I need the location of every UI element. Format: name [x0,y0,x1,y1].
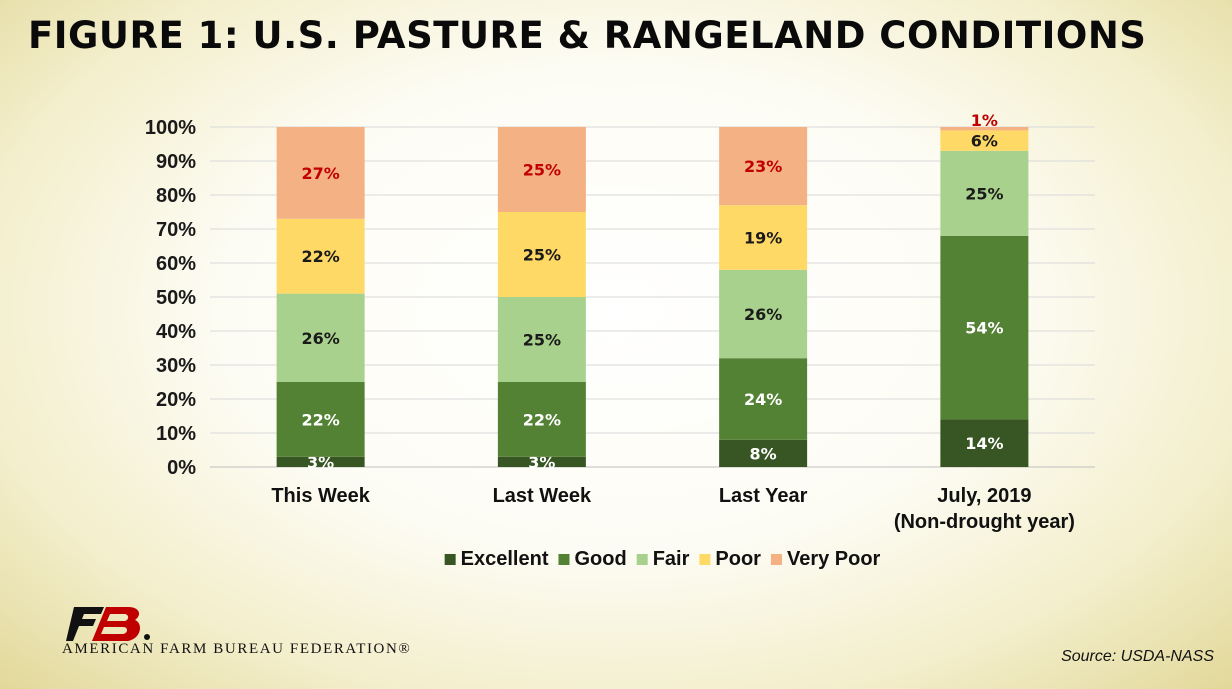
x-category-sublabel: (Non-drought year) [894,511,1075,533]
bar-segment-poor [940,130,1029,151]
data-label: 6% [971,132,998,151]
bar-segment-excellent [940,419,1029,467]
bar-segment-good [719,358,808,440]
x-category-label: July, 2019 [937,485,1031,507]
data-label: 23% [744,157,782,176]
y-tick-label: 80% [156,185,196,207]
data-label: 26% [744,305,782,324]
bar-segment-very-poor [276,127,365,219]
legend-swatch [770,554,782,565]
y-tick-label: 20% [156,389,196,411]
data-label: 25% [523,331,561,350]
y-tick-label: 30% [156,355,196,377]
fb-logo-icon [66,607,152,641]
legend-item: Fair [636,548,690,570]
legend-label: Good [574,548,626,570]
bar-segment-very-poor [940,127,1029,131]
legend-item: Poor [699,548,761,570]
source-note: Source: USDA-NASS [1061,648,1214,665]
legend: Excellent Good Fair Poor Very Poor [444,548,881,570]
data-label: 14% [965,434,1003,453]
bar-segment-poor [497,212,586,297]
y-tick-label: 50% [156,287,196,309]
bar-segment-fair [276,293,365,382]
y-tick-label: 100% [145,117,196,139]
y-axis-ticks: 0% 10% 20% 30% 40% 50% 60% 70% 80% 90% 100% [145,117,196,479]
data-label: 22% [301,247,339,266]
y-tick-label: 90% [156,151,196,173]
legend-label: Very Poor [787,548,881,570]
bar-segment-poor [719,205,808,270]
brand-name: AMERICAN FARM BUREAU FEDERATION® [62,641,412,657]
y-tick-label: 40% [156,321,196,343]
y-tick-label: 0% [167,457,196,479]
legend-swatch [558,554,570,565]
chart-title: FIGURE 1: U.S. PASTURE & RANGELAND CONDI… [28,14,1147,57]
y-tick-label: 70% [156,219,196,241]
data-label: 25% [523,246,561,265]
data-label: 27% [301,164,339,183]
data-label: 1% [971,111,998,130]
data-label: 25% [523,161,561,180]
bar-segment-good [940,235,1029,420]
y-tick-label: 10% [156,423,196,445]
bar-segment-fair [940,150,1029,236]
bars: 3% 22% 26% 22% 27% 3% 22% 25% 25% 25% 8% 24% 26% 19% 2… [276,111,1029,472]
legend-swatch [636,554,648,565]
data-label: 3% [307,453,334,472]
x-category-label: Last Year [719,485,808,507]
bar-segment-fair [719,269,808,359]
data-label: 19% [744,229,782,248]
bar-segment-excellent [719,439,808,467]
legend-item: Good [558,548,627,570]
legend-swatch [699,554,711,565]
bar-segment-excellent [276,456,365,467]
data-label: 24% [744,390,782,409]
bar-segment-excellent [497,456,586,467]
bar-segment-poor [276,218,365,294]
data-label: 26% [301,329,339,348]
data-label: 3% [528,453,555,472]
data-label: 25% [965,184,1003,203]
bar-segment-very-poor [497,127,586,212]
legend-label: Poor [715,548,761,570]
data-label: 22% [301,410,339,429]
legend-label: Fair [653,548,690,570]
data-label: 54% [965,319,1003,338]
legend-item: Very Poor [770,548,881,570]
bar-segment-good [497,382,586,457]
data-label: 8% [750,444,777,463]
legend-swatch [444,554,456,565]
bar-segment-very-poor [719,127,808,206]
y-tick-label: 60% [156,253,196,275]
x-category-label: This Week [271,485,370,507]
bar-segment-good [276,382,365,457]
x-axis-categories: This Week Last Week Last Year July, 2019 (No… [271,485,1075,533]
legend-item: Excellent [444,548,549,570]
x-category-label: Last Week [493,485,592,507]
data-label: 22% [523,410,561,429]
legend-label: Excellent [461,548,549,570]
bar-segment-fair [497,297,586,382]
